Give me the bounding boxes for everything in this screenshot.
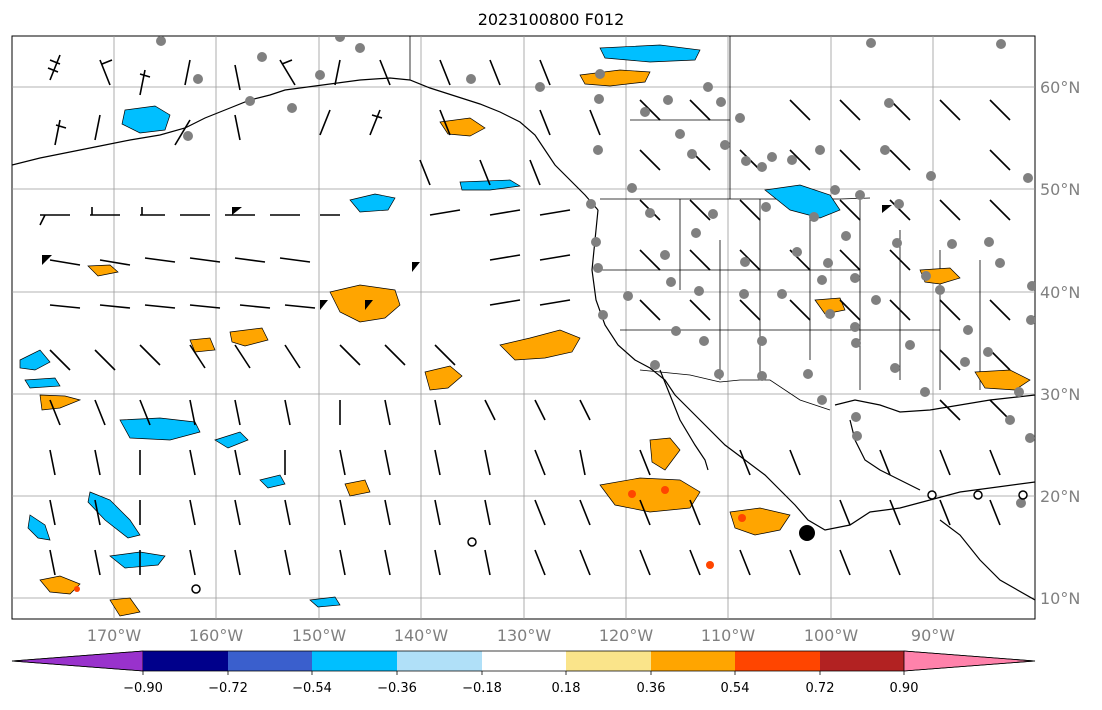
red-fill-regions [74,486,746,592]
colorbar: −0.90 −0.72 −0.54 −0.36 −0.18 0.18 0.36 … [11,650,1036,696]
map-title: 2023100800 F012 [477,10,625,29]
colorbar-extend-left [11,650,144,672]
colorbar-tick-label: −0.54 [292,681,332,696]
wind-barbs [39,54,1011,576]
wind-barb-flags [42,205,892,310]
lat-label: 30°N [1040,385,1080,404]
graticule [12,36,1035,619]
longitude-labels: 170°W 160°W 150°W 140°W 130°W 120°W 110°… [87,626,955,645]
lon-label: 130°W [497,626,552,645]
station-markers [156,36,1035,508]
colorbar-tick-label: −0.72 [208,681,248,696]
lon-label: 100°W [804,626,859,645]
lat-label: 20°N [1040,487,1080,506]
colorbar-segment [820,651,904,671]
open-station-markers [191,490,1028,594]
lat-label: 50°N [1040,180,1080,199]
borders [409,36,981,411]
colorbar-tick-label: 0.36 [637,681,666,696]
colorbar-segment [312,651,397,671]
colorbar-segment [566,651,651,671]
lon-label: 110°W [701,626,756,645]
colorbar-tick-label: −0.36 [377,681,417,696]
colorbar-segment [735,651,820,671]
colorbar-tick-label: 0.90 [890,681,919,696]
colorbar-tick-label: 0.72 [806,681,835,696]
latitude-labels: 60°N 50°N 40°N 30°N 20°N 10°N [1040,78,1080,608]
colorbar-segment [482,651,566,671]
colorbar-segment [397,651,482,671]
colorbar-tick-label: −0.18 [462,681,502,696]
colorbar-tick-label: −0.90 [123,681,163,696]
lon-label: 140°W [394,626,449,645]
lat-label: 10°N [1040,589,1080,608]
lon-label: 160°W [189,626,244,645]
lat-label: 60°N [1040,78,1080,97]
colorbar-tick-label: 0.18 [552,681,581,696]
lon-label: 90°W [911,626,955,645]
colorbar-segment [228,651,312,671]
colorbar-tick-label: 0.54 [721,681,750,696]
orange-fill-regions [39,69,1031,617]
colorbar-segment [651,651,735,671]
colorbar-segment [143,651,228,671]
lon-label: 170°W [87,626,142,645]
lon-label: 120°W [599,626,654,645]
lon-label: 150°W [292,626,347,645]
lat-label: 40°N [1040,283,1080,302]
colorbar-extend-right [903,650,1036,672]
large-marker [799,525,815,541]
blue-fill-regions [19,44,841,608]
